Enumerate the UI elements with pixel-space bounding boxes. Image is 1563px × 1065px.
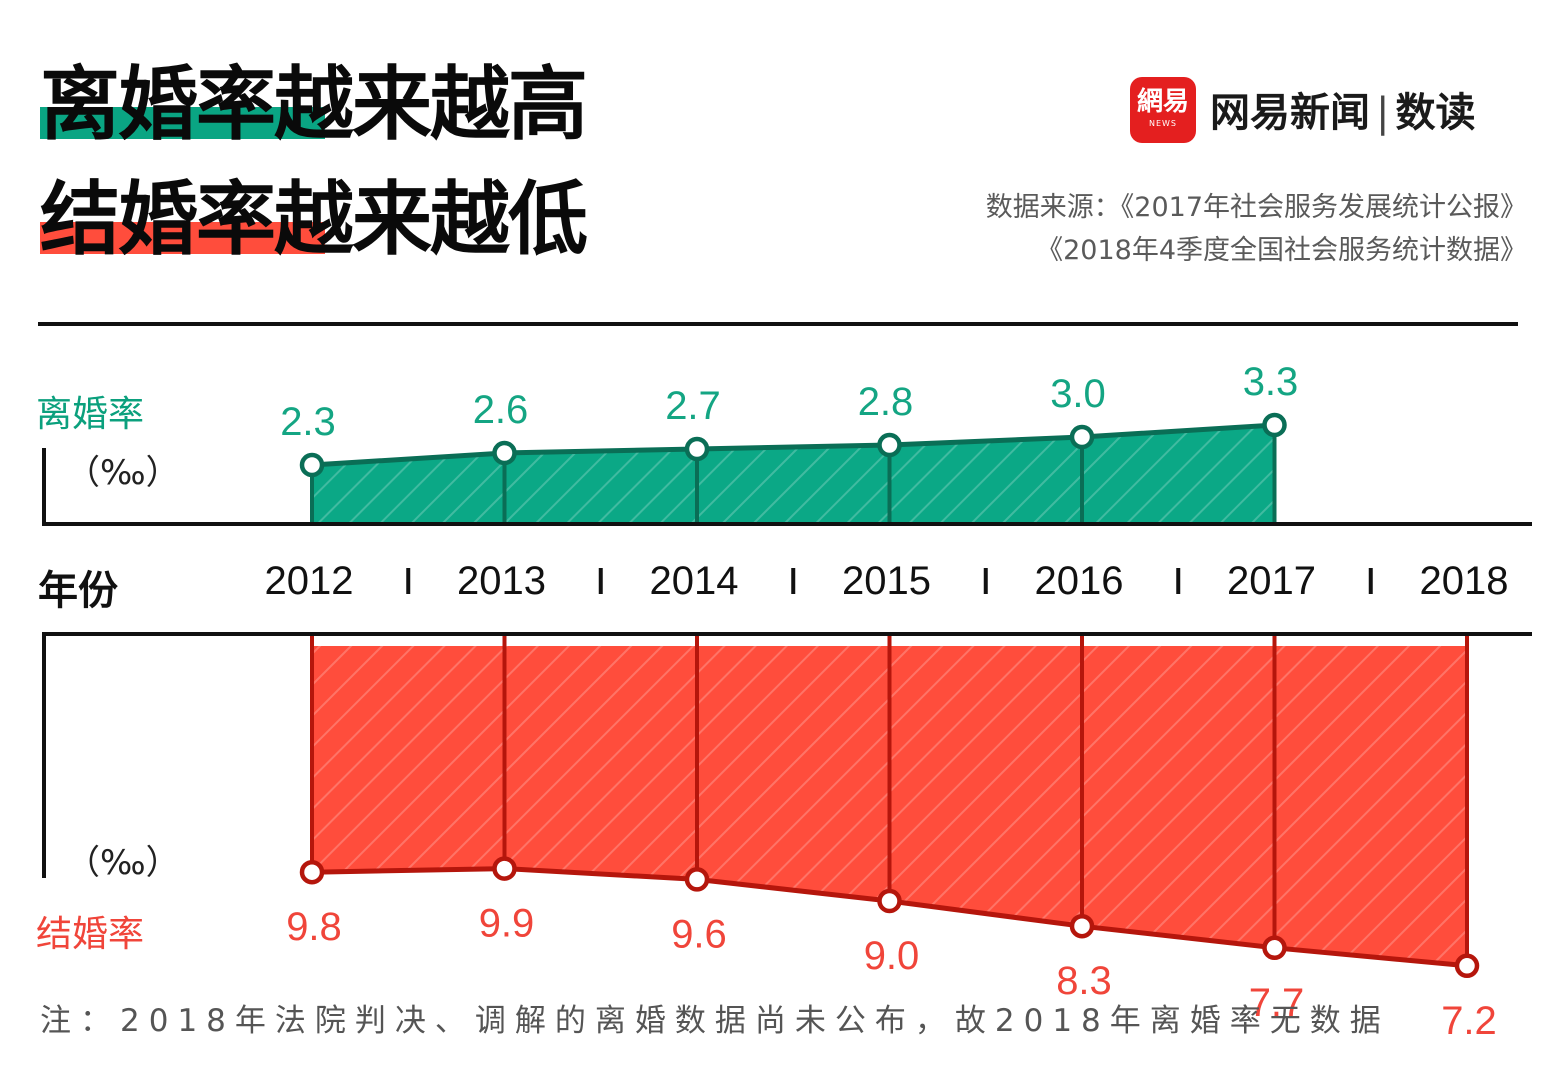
marriage-axis-label: 结婚率 — [36, 914, 145, 955]
divorce-value-label: 2.7 — [665, 384, 721, 428]
divorce-chart: 2.3 2.6 2.7 2.8 3.0 3.3 — [280, 360, 1298, 523]
marriage-point — [299, 859, 325, 885]
divorce-value-label: 2.3 — [280, 400, 336, 444]
year-tick-label: 2018 — [1420, 559, 1509, 603]
marriage-value-label: 9.0 — [864, 934, 920, 978]
logo-sub: NEWS — [1148, 119, 1178, 128]
marriage-point — [1069, 913, 1095, 939]
footnote: 注：2018年法院判决、调解的离婚数据尚未公布，故2018年离婚率无数据 — [40, 1003, 1390, 1039]
brand-section: 数读 — [1395, 90, 1476, 136]
divorce-unit: （‰） — [66, 453, 180, 493]
marriage-value-label: 7.2 — [1441, 999, 1497, 1043]
marriage-chart: 9.8 9.9 9.6 9.0 8.3 7.7 7.2 — [286, 636, 1497, 1043]
divorce-point — [492, 440, 517, 466]
brand: 网易新闻 | 数读 — [1210, 80, 1475, 138]
logo-text: 網易 — [1136, 87, 1189, 117]
marriage-point — [492, 856, 517, 881]
divorce-point — [1262, 412, 1287, 438]
marriage-value-label: 7.7 — [1249, 981, 1305, 1025]
source-line-1: 数据来源：《2017年社会服务发展统计公报》 — [985, 192, 1527, 223]
title-text-2: 结婚率越来越低 — [40, 173, 588, 266]
marriage-value-label: 9.8 — [286, 905, 342, 949]
year-tick-label: 2012 — [265, 559, 354, 603]
divorce-value-label: 3.3 — [1243, 360, 1299, 404]
year-axis: 2012 2013 2014 2015 2016 2017 2018 — [42, 448, 1532, 878]
divorce-axis-label: 离婚率 — [36, 394, 145, 435]
divorce-value-label: 2.8 — [858, 380, 914, 424]
marriage-point — [1262, 935, 1287, 961]
divorce-point — [684, 436, 710, 462]
divorce-value-label: 2.6 — [473, 388, 529, 432]
marriage-point — [877, 888, 902, 914]
data-source: 数据来源：《2017年社会服务发展统计公报》 《2018年4季度全国社会服务统计… — [986, 186, 1527, 272]
divorce-area-hatch — [312, 425, 1275, 523]
year-axis-label: 年份 — [38, 568, 118, 614]
brand-name: 网易新闻 — [1210, 90, 1370, 136]
marriage-value-label: 9.9 — [479, 902, 535, 946]
year-tick-label: 2015 — [842, 559, 931, 603]
marriage-unit: （‰） — [66, 843, 180, 883]
title-highlight-2 — [40, 222, 325, 254]
divorce-point — [877, 432, 902, 458]
marriage-point — [684, 867, 710, 892]
year-tick-label: 2014 — [650, 559, 739, 603]
divorce-point — [1069, 424, 1095, 450]
top-rule — [38, 322, 1518, 326]
divorce-line — [311, 422, 1275, 468]
title-highlight-1 — [40, 107, 325, 139]
marriage-point — [1454, 953, 1480, 979]
source-line-2: 《2018年4季度全国社会服务统计数据》 — [1036, 235, 1527, 266]
marriage-value-label: 8.3 — [1056, 959, 1112, 1003]
brand-separator: | — [1376, 90, 1390, 136]
divorce-value-label: 3.0 — [1050, 372, 1106, 416]
marriage-value-label: 9.6 — [671, 912, 727, 956]
year-tick-label: 2016 — [1035, 559, 1124, 603]
year-tick-label: 2013 — [457, 559, 546, 603]
title-text-1: 离婚率越来越高 — [40, 58, 588, 151]
netease-logo-icon: 網易 NEWS — [1130, 77, 1196, 143]
divorce-point — [299, 452, 325, 478]
year-tick-label: 2017 — [1227, 559, 1316, 603]
